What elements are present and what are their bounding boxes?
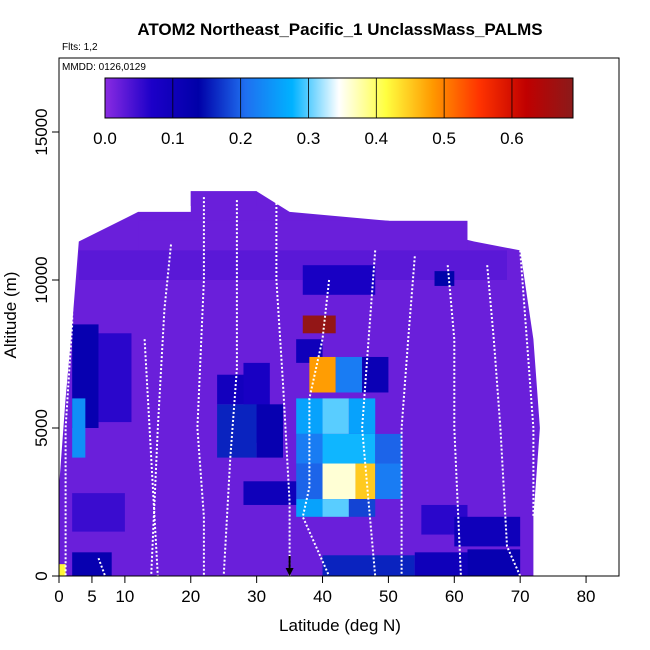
flights-subtitle: Flts: 1,2 — [62, 42, 98, 53]
colorbar-tick-label: 0.1 — [161, 129, 185, 148]
colorbar-tick-label: 0.5 — [432, 129, 456, 148]
heatmap-cell — [322, 555, 415, 576]
dates-subtitle: MMDD: 0126,0129 — [62, 62, 146, 73]
y-tick-label: 15000 — [32, 108, 51, 155]
flight-track — [486, 265, 522, 577]
flight-track — [361, 250, 377, 577]
heatmap-cell — [454, 516, 521, 547]
plot-area — [59, 191, 540, 577]
flight-track — [275, 203, 291, 576]
heatmap-cell — [322, 398, 349, 434]
heatmap-cell — [302, 315, 336, 334]
flight-track — [222, 200, 238, 577]
flight-track — [150, 244, 172, 577]
heatmap-cell — [434, 271, 455, 286]
flight-track — [301, 279, 331, 577]
colorbar-tick-label: 0.6 — [500, 129, 524, 148]
x-tick-label: 5 — [87, 587, 96, 606]
colorbar-tick-label: 0.4 — [364, 129, 388, 148]
flight-track — [97, 557, 107, 577]
x-tick-label: 40 — [313, 587, 332, 606]
heatmap-cell — [309, 356, 336, 393]
plot-frame — [58, 57, 620, 577]
heatmap-cell — [296, 463, 323, 500]
x-tick-label: 0 — [54, 587, 63, 606]
heatmap-cell — [348, 398, 376, 434]
heatmap-cell — [322, 463, 356, 500]
heatmap-cell — [138, 220, 468, 251]
y-tick-label: 10000 — [32, 256, 51, 303]
x-tick-label: 20 — [181, 587, 200, 606]
flight-track — [446, 265, 462, 577]
flight-track — [519, 250, 535, 517]
flight-track — [400, 256, 416, 576]
y-tick-label: 0 — [32, 571, 51, 580]
heatmap-cell — [72, 552, 112, 576]
x-tick-label: 80 — [577, 587, 596, 606]
heatmap-cell — [243, 481, 297, 505]
heatmap-cell — [256, 404, 283, 458]
heatmap-cell — [72, 398, 86, 458]
flight-track — [64, 241, 74, 576]
colorbar-tick-label: 0.2 — [229, 129, 253, 148]
heatmap-cell — [190, 191, 257, 206]
flight-track — [143, 339, 159, 577]
heatmap-cell — [355, 463, 376, 500]
colorbar-tick-label: 0.3 — [297, 129, 321, 148]
colorbar-gradient — [104, 77, 574, 119]
heatmap-cell — [335, 356, 363, 393]
heatmap-cell — [322, 499, 349, 517]
heatmap-cell — [296, 499, 323, 517]
data-envelope — [59, 191, 540, 576]
location-arrow-head — [285, 568, 294, 576]
heatmap-cell — [322, 433, 376, 464]
chart-title: ATOM2 Northeast_Pacific_1 UnclassMass_PA… — [137, 20, 542, 39]
colorbar: 0.0 0.1 0.2 0.3 0.4 0.5 0.6 — [93, 77, 574, 148]
x-tick-label: 50 — [379, 587, 398, 606]
y-tick-label: 5000 — [32, 409, 51, 447]
heatmap-cell — [348, 499, 376, 517]
heatmap-cell — [414, 552, 468, 576]
x-axis-label: Latitude (deg N) — [279, 616, 401, 635]
heatmap-cell — [375, 433, 402, 464]
heatmap-cell — [375, 463, 402, 500]
x-tick-label: 10 — [115, 587, 134, 606]
x-tick-label: 30 — [247, 587, 266, 606]
heatmap-cell — [302, 265, 376, 295]
heatmap-cell — [467, 549, 521, 576]
x-tick-label: 60 — [445, 587, 464, 606]
heatmap-cell — [59, 564, 66, 576]
heatmap-cell — [72, 493, 125, 532]
axes: 0 5 10 20 30 40 50 60 70 80 0 5000 10000 15000 — [32, 57, 620, 606]
heatmap-cell — [98, 333, 132, 423]
colorbar-tick-label: 0.0 — [93, 129, 117, 148]
x-tick-label: 70 — [511, 587, 530, 606]
heatmap-cell — [217, 404, 257, 458]
y-axis-label: Altitude (m) — [1, 272, 20, 359]
